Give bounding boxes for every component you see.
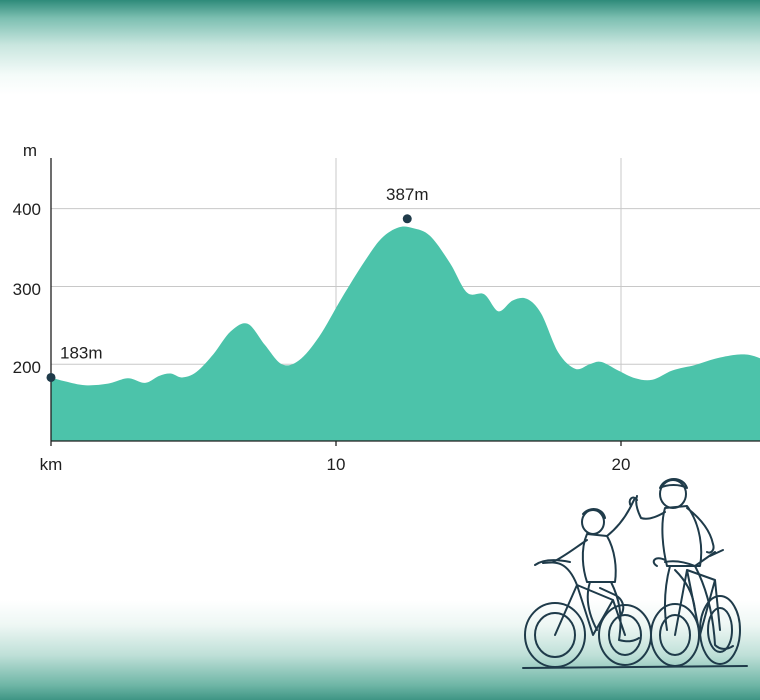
elevation-area [51, 226, 760, 441]
peak-elevation-marker [402, 214, 412, 224]
peak-elevation-label: 387m [386, 185, 429, 204]
y-tick-label-300: 300 [13, 280, 41, 299]
y-tick-label-200: 200 [13, 358, 41, 377]
y-axis-unit: m [23, 141, 37, 160]
cyclists-high-five-icon [522, 478, 748, 669]
x-tick-label-20: 20 [612, 455, 631, 474]
start-elevation-marker [46, 372, 56, 382]
x-axis-unit: km [40, 455, 63, 474]
y-tick-label-400: 400 [13, 200, 41, 219]
x-tick-label-10: 10 [327, 455, 346, 474]
start-elevation-label: 183m [60, 343, 103, 362]
chart-axes [50, 158, 760, 446]
